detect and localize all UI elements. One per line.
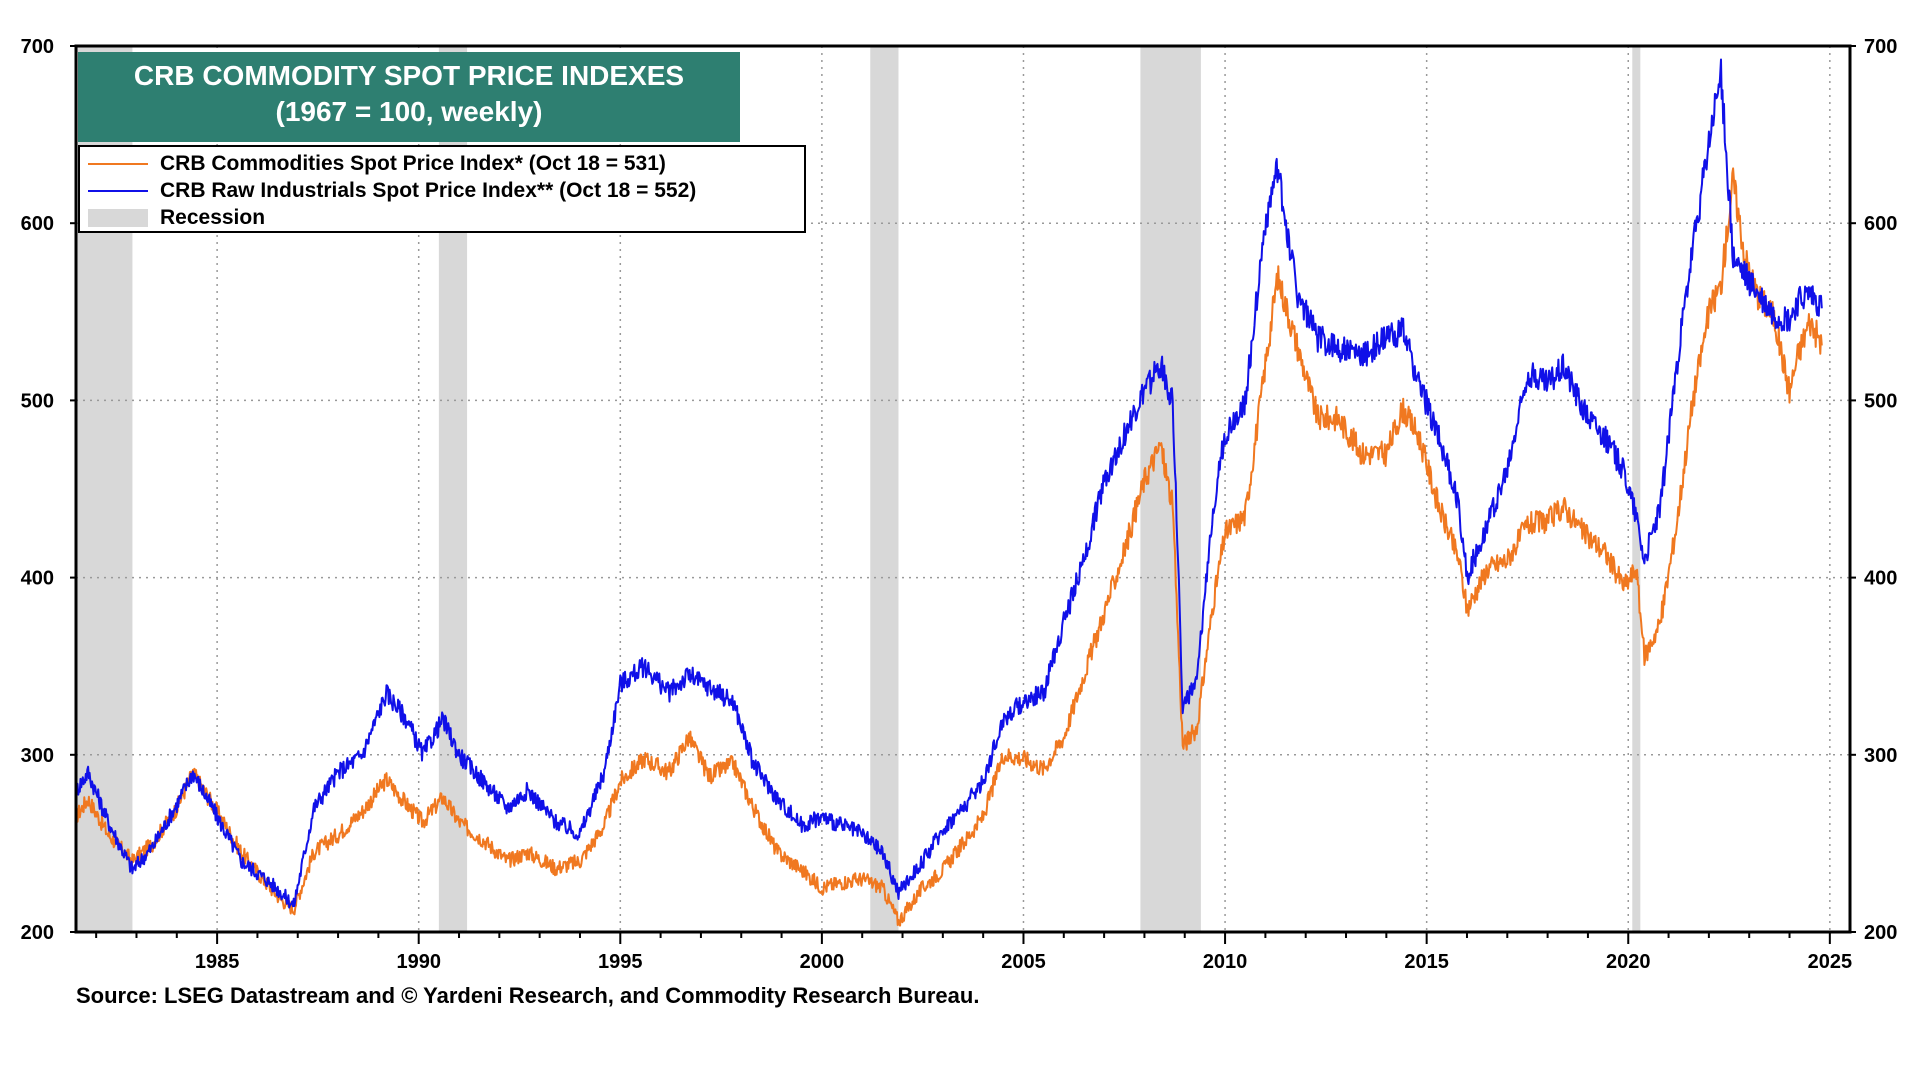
y-tick-label-left: 300 xyxy=(21,745,54,767)
x-tick-label: 2020 xyxy=(1606,951,1651,973)
axes: 200 200 300 300 400 400 500 500 600 600 700 700 1985… xyxy=(21,36,1898,973)
legend: CRB Commodities Spot Price Index* (Oct 1… xyxy=(78,145,806,233)
y-tick-label-left: 600 xyxy=(21,213,54,235)
x-tick-label: 2000 xyxy=(800,951,845,973)
x-tick-label: 1990 xyxy=(396,951,441,973)
series-lines xyxy=(75,58,1823,927)
y-tick-label-right: 500 xyxy=(1864,390,1897,412)
y-tick-label-right: 200 xyxy=(1864,922,1897,944)
x-tick-label: 1985 xyxy=(195,951,240,973)
legend-item-commodities: CRB Commodities Spot Price Index* (Oct 1… xyxy=(88,152,666,176)
chart-subtitle: (1967 = 100, weekly) xyxy=(275,96,543,127)
y-tick-label-left: 400 xyxy=(21,568,54,590)
legend-item-recession: Recession xyxy=(88,206,265,230)
y-tick-label-left: 500 xyxy=(21,390,54,412)
y-tick-label-right: 400 xyxy=(1864,568,1897,590)
recession-band-4 xyxy=(1632,46,1641,932)
plot-frame xyxy=(74,44,1852,934)
y-tick-label-left: 200 xyxy=(21,922,54,944)
y-tick-label-left: 700 xyxy=(21,36,54,58)
legend-label-raw-industrials: CRB Raw Industrials Spot Price Index** (… xyxy=(160,179,697,202)
y-tick-label-right: 300 xyxy=(1864,745,1897,767)
y-tick-label-right: 700 xyxy=(1864,36,1897,58)
legend-swatch-orange xyxy=(88,163,148,165)
legend-label-recession: Recession xyxy=(160,206,266,229)
legend-swatch-recession xyxy=(88,209,148,227)
x-tick-label: 2015 xyxy=(1404,951,1449,973)
chart-title-box: CRB COMMODITY SPOT PRICE INDEXES (1967 =… xyxy=(78,52,740,142)
legend-item-raw-industrials: CRB Raw Industrials Spot Price Index** (… xyxy=(88,179,696,203)
source-note: Source: LSEG Datastream and © Yardeni Re… xyxy=(76,983,980,1008)
x-tick-label: 2025 xyxy=(1808,951,1853,973)
recession-band-3 xyxy=(1140,46,1201,932)
legend-swatch-blue xyxy=(88,190,148,192)
y-tick-label-right: 600 xyxy=(1864,213,1897,235)
chart-title: CRB COMMODITY SPOT PRICE INDEXES xyxy=(133,60,685,91)
x-tick-label: 2010 xyxy=(1203,951,1248,973)
x-tick-label: 2005 xyxy=(1001,951,1046,973)
x-tick-label: 1995 xyxy=(598,951,643,973)
legend-label-commodities: CRB Commodities Spot Price Index* (Oct 1… xyxy=(160,152,666,175)
series-line-raw-industrials xyxy=(75,58,1823,909)
recession-band-2 xyxy=(870,46,899,932)
series-line-commodities xyxy=(75,167,1823,927)
